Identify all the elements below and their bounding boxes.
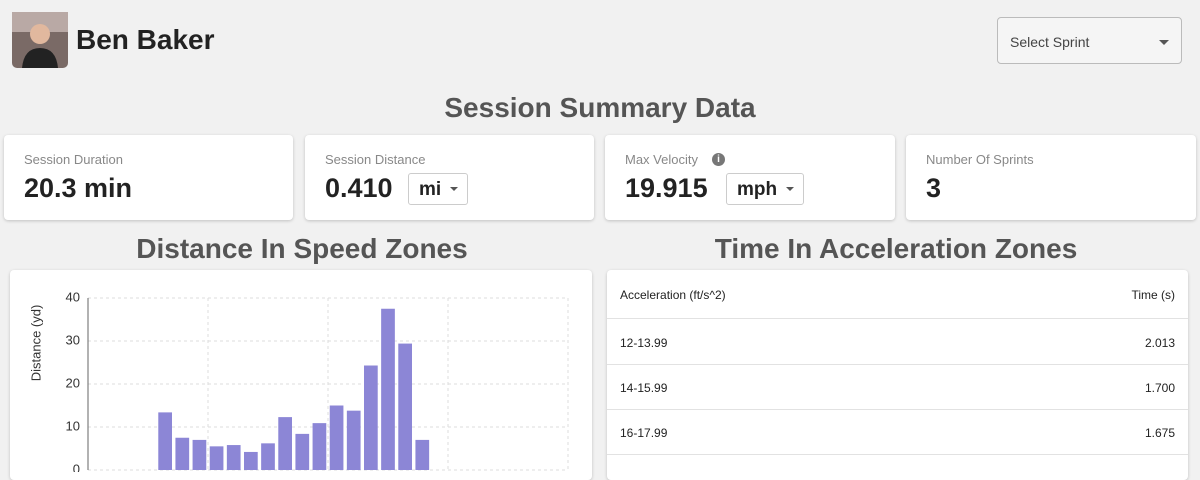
- table: Acceleration (ft/s^2) Time (s) 12-13.99 2…: [607, 270, 1188, 480]
- bar: [278, 417, 292, 470]
- card-value: 19.915: [625, 173, 708, 203]
- table-cell: 16-17.99: [620, 426, 668, 440]
- bar: [346, 410, 361, 470]
- card-label: Number Of Sprints: [926, 152, 1034, 167]
- chart: Distance (yd) 0 10 20 30 40: [28, 289, 569, 476]
- unit: mi: [419, 179, 442, 200]
- bar: [261, 443, 275, 470]
- bar: [364, 365, 378, 470]
- card: Session Distance 0.410 mi: [305, 135, 594, 220]
- info-icon[interactable]: i: [712, 153, 725, 166]
- bar: [329, 405, 344, 470]
- card-label: Session Distance: [325, 152, 426, 167]
- bar: [192, 439, 207, 470]
- card: Session Duration 20.3 min: [4, 135, 293, 220]
- table-row: 12-13.99 2.013: [607, 319, 1188, 365]
- user-name: Ben Baker: [76, 24, 215, 55]
- y-tick-label: 20: [66, 375, 80, 390]
- bar: [312, 423, 327, 470]
- table-cell: 2.013: [1144, 336, 1175, 350]
- bar: [244, 451, 258, 470]
- card: Max Velocity i 19.915 mph: [605, 135, 895, 220]
- bar: [226, 445, 241, 470]
- bar: [175, 437, 190, 470]
- table-header: Acceleration (ft/s^2) Time (s): [607, 270, 1188, 319]
- table-cell: 14-15.99: [620, 381, 668, 395]
- column-header: Time (s): [1131, 288, 1175, 302]
- table-row: 14-15.99 1.700: [607, 364, 1188, 410]
- card-value: 20.3 min: [24, 173, 133, 203]
- card: Number Of Sprints 3: [906, 135, 1196, 220]
- select-placeholder: Select Sprint: [1010, 34, 1090, 50]
- bar: [381, 308, 395, 470]
- summary-title: Session Summary Data: [444, 92, 756, 123]
- chart-title: Distance In Speed Zones: [136, 233, 468, 264]
- y-tick-label: 10: [66, 418, 80, 433]
- y-tick-label: 30: [66, 332, 80, 347]
- card-label: Session Duration: [24, 152, 123, 167]
- unit-select[interactable]: mph: [726, 173, 805, 205]
- avatar: [12, 12, 68, 68]
- bar: [415, 439, 430, 470]
- bar: [295, 433, 310, 470]
- card-value: 0.410: [325, 173, 393, 203]
- card-value: 3: [926, 173, 942, 203]
- bar: [398, 343, 412, 470]
- column-header: Acceleration (ft/s^2): [620, 288, 726, 302]
- y-axis-label: Distance (yd): [28, 305, 43, 382]
- table-row: 16-17.99 1.675: [607, 409, 1188, 455]
- sprint-select[interactable]: Select Sprint: [997, 17, 1182, 64]
- table-cell: 1.675: [1144, 426, 1175, 440]
- table-title: Time In Acceleration Zones: [714, 233, 1078, 264]
- table-cell: 12-13.99: [620, 336, 668, 350]
- y-tick-label: 0: [73, 461, 80, 472]
- card-label: Max Velocity: [625, 152, 698, 167]
- unit: mph: [737, 179, 778, 200]
- table-cell: 1.700: [1144, 381, 1175, 395]
- chart-panel: Distance (yd) 0 10 20 30 40: [10, 270, 592, 480]
- bar: [209, 446, 224, 470]
- bar: [158, 412, 172, 470]
- unit-select[interactable]: mi: [408, 173, 469, 205]
- y-tick-label: 40: [66, 289, 80, 304]
